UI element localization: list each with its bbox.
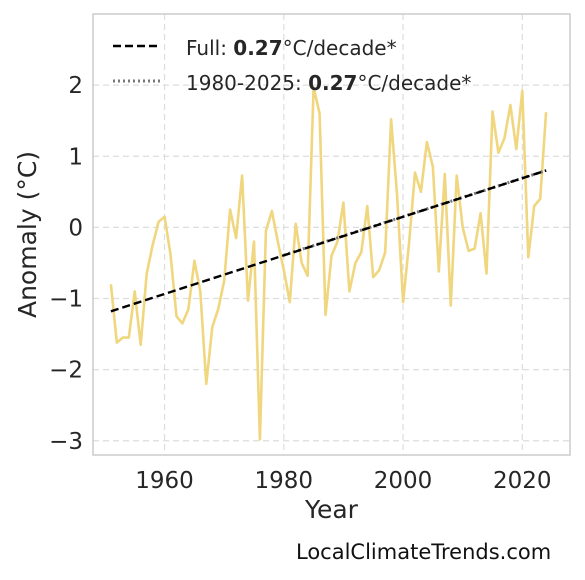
y-tick-label: 2 [68,73,83,99]
trend-line-full [110,169,547,313]
plot-area [93,14,570,455]
trend-line-recent [283,169,547,257]
legend-prefix: 1980-2025: [186,71,308,95]
y-tick-label: 1 [68,144,83,170]
x-axis-title: Year [304,495,359,524]
y-tick-label: 0 [68,215,83,241]
series-layer [109,86,548,441]
x-tick-label: 1980 [255,468,314,494]
x-tick-label: 1960 [135,468,194,494]
plot-frame [92,13,571,456]
x-tick-label: 2000 [374,468,433,494]
y-tick-label: −1 [49,287,83,313]
legend-label-recent: 1980-2025: 0.27°C/decade* [186,71,471,95]
legend: Full: 0.27°C/decade* 1980-2025: 0.27°C/d… [113,36,471,95]
legend-label-full: Full: 0.27°C/decade* [186,36,397,60]
legend-suffix: °C/decade* [283,36,397,60]
y-axis-title: Anomaly (°C) [13,151,42,318]
chart-svg: 1960 1980 2000 2020 2 1 0 −1 −2 −3 Year Anomaly (… [13,13,571,524]
legend-value: 0.27 [308,71,357,95]
y-tick-label: −3 [49,429,83,455]
source-credit: LocalClimateTrends.com [296,540,552,564]
legend-suffix: °C/decade* [357,71,471,95]
series-line [109,86,548,441]
legend-value: 0.27 [233,36,282,60]
x-tick-label: 2020 [493,468,552,494]
y-tick-label: −2 [49,358,83,384]
grid [93,14,570,455]
legend-prefix: Full: [186,36,233,60]
tick-labels: 1960 1980 2000 2020 2 1 0 −1 −2 −3 [49,73,551,494]
